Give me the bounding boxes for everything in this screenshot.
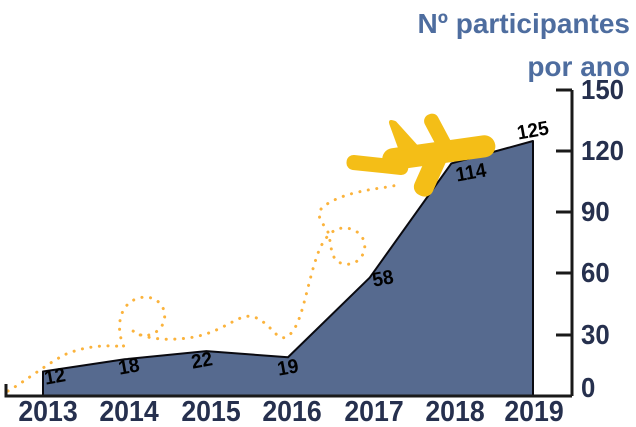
x-tick-label-2018: 2018 bbox=[425, 396, 485, 427]
y-tick-label-120: 120 bbox=[581, 135, 624, 166]
y-tick-label-150: 150 bbox=[581, 74, 624, 105]
airplane-rear-stabilizer bbox=[346, 154, 409, 176]
y-tick-label-60: 60 bbox=[581, 257, 610, 288]
y-axis-tick-marks bbox=[556, 88, 572, 337]
x-tick-label-2013: 2013 bbox=[18, 396, 78, 427]
x-tick-label-2017: 2017 bbox=[344, 396, 404, 427]
x-tick-label-2016: 2016 bbox=[262, 396, 322, 427]
chart-title-line2: por ano bbox=[527, 51, 630, 82]
airplane-tailfin bbox=[389, 119, 419, 152]
y-tick-label-90: 90 bbox=[581, 196, 610, 227]
airplane-main-wing bbox=[413, 146, 448, 197]
airplane-far-wing bbox=[424, 113, 452, 152]
airplane-icon bbox=[346, 113, 496, 197]
chart-title-line1: Nº participantes bbox=[417, 8, 630, 39]
x-tick-label-2014: 2014 bbox=[99, 396, 159, 427]
chart-title: Nº participantes por ano bbox=[230, 2, 630, 88]
y-tick-label-0: 0 bbox=[581, 372, 596, 403]
x-tick-label-2015: 2015 bbox=[181, 396, 241, 427]
x-axis-line bbox=[4, 384, 572, 398]
y-tick-label-30: 30 bbox=[581, 319, 610, 350]
x-tick-label-2019: 2019 bbox=[504, 396, 564, 427]
